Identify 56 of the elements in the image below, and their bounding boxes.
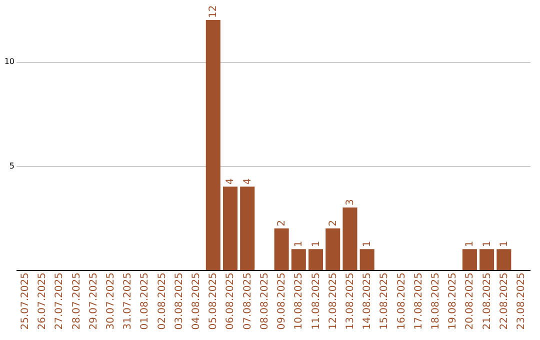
x-tick-label: 10.08.2025 (294, 272, 305, 330)
bar (291, 249, 306, 270)
data-label: 2 (328, 220, 339, 226)
x-tick-label: 08.08.2025 (259, 272, 270, 330)
x-tick-label: 06.08.2025 (225, 272, 236, 330)
bar (342, 208, 358, 270)
x-tick-label: 22.08.2025 (498, 272, 510, 330)
x-tick-label: 28.07.2025 (71, 272, 82, 330)
data-label: 4 (225, 178, 236, 185)
x-tick-label: 31.07.2025 (122, 272, 134, 330)
bar (360, 249, 374, 270)
x-tick-label: 13.08.2025 (344, 272, 356, 330)
x-tick-label: 25.07.2025 (20, 272, 31, 330)
bar (222, 186, 238, 270)
y-tick-label: 10 (4, 57, 14, 66)
x-tick-label: 02.08.2025 (156, 272, 168, 330)
x-tick-label: 21.08.2025 (482, 272, 493, 330)
data-label: 1 (310, 240, 322, 248)
data-label: 1 (498, 240, 510, 248)
x-tick-label: 27.07.2025 (54, 272, 66, 330)
x-tick-label: 23.08.2025 (516, 272, 528, 330)
bar (274, 228, 289, 270)
x-tick-label: 11.08.2025 (310, 272, 322, 330)
data-label: 1 (294, 240, 305, 248)
data-label: 1 (362, 240, 374, 248)
bar (326, 228, 340, 270)
bar (462, 249, 477, 270)
x-tick-label: 18.08.2025 (430, 272, 442, 330)
data-label: 4 (242, 178, 254, 185)
x-tick-label: 17.08.2025 (413, 272, 424, 330)
x-tick-label: 01.08.2025 (140, 272, 151, 330)
x-tick-label: 26.07.2025 (37, 272, 48, 330)
y-tick-label: 5 (9, 161, 14, 170)
x-tick-label: 15.08.2025 (379, 272, 390, 330)
data-label: 1 (464, 240, 476, 248)
data-label: 3 (344, 199, 356, 206)
x-tick-label: 07.08.2025 (242, 272, 254, 330)
x-tick-label: 29.07.2025 (88, 272, 100, 330)
data-label: 1 (482, 240, 493, 248)
bar (496, 249, 512, 270)
x-tick-label: 04.08.2025 (191, 272, 202, 330)
bar (240, 186, 255, 270)
x-tick-label: 20.08.2025 (464, 272, 476, 330)
bar (308, 249, 324, 270)
x-tick-label: 14.08.2025 (362, 272, 374, 330)
bar (206, 20, 220, 270)
x-tick-label: 19.08.2025 (448, 272, 459, 330)
x-tick-label: 09.08.2025 (276, 272, 288, 330)
x-tick-label: 12.08.2025 (328, 272, 339, 330)
x-tick-label: 05.08.2025 (208, 272, 220, 330)
data-label: 12 (208, 5, 220, 18)
bar (480, 249, 494, 270)
x-tick-label: 30.07.2025 (106, 272, 117, 330)
x-tick-label: 03.08.2025 (174, 272, 185, 330)
data-label: 2 (276, 220, 288, 226)
x-tick-label: 16.08.2025 (396, 272, 408, 330)
